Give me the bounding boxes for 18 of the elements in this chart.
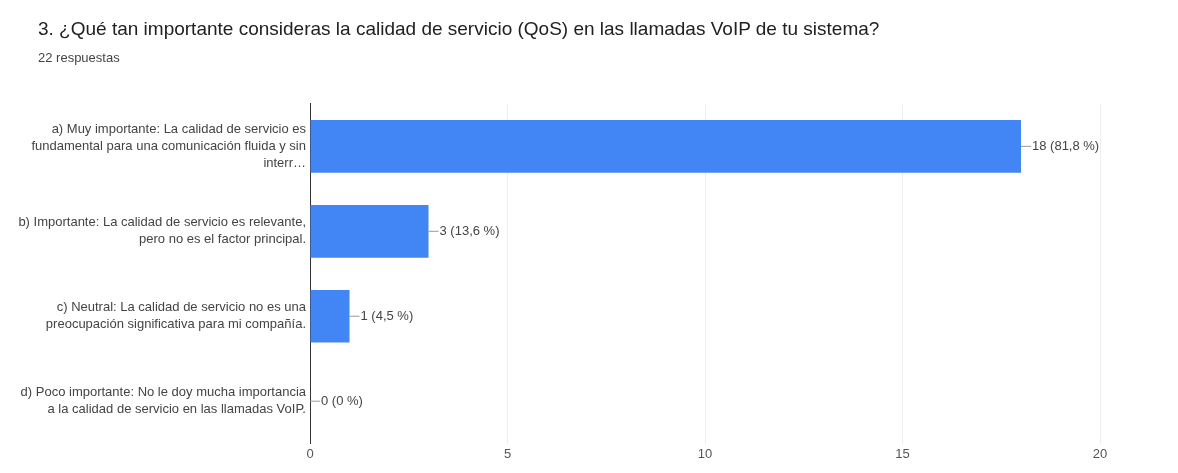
bar (310, 289, 350, 343)
data-label: 3 (13,6 %) (439, 222, 500, 238)
x-tick-label: 15 (895, 446, 910, 462)
x-tick-label: 0 (306, 446, 314, 462)
data-label: 18 (81,8 %) (1032, 137, 1100, 153)
y-tick-label: a) Muy importante: La calidad de servicio es fundamental para una comunicación fluida y sin interr… (31, 121, 307, 170)
y-tick-label: b) Importante: La calidad de servicio es relevante, pero no es el factor principal. (18, 214, 306, 247)
y-tick-label: d) Poco importante: No le doy mucha importancia a la calidad de servicio en las llamadas VoIP. (20, 384, 307, 417)
text: 22 respuestas (38, 50, 120, 65)
data-label: 1 (4,5 %) (360, 307, 414, 323)
bar (310, 204, 429, 258)
x-tick-label: 20 (1092, 446, 1108, 462)
bar (310, 120, 1021, 173)
y-tick-label: c) Neutral: La calidad de servicio no es una preocupación significativa para mi compañía. (45, 299, 307, 332)
x-tick-label: 10 (697, 446, 713, 462)
x-tick-label: 5 (503, 446, 512, 462)
chart-title: 3. ¿Qué tan importante consideras la calidad de servicio (QoS) en las llamadas VoIP de tu sistema? (38, 18, 880, 40)
data-label: 0 (0 %) (321, 392, 363, 408)
